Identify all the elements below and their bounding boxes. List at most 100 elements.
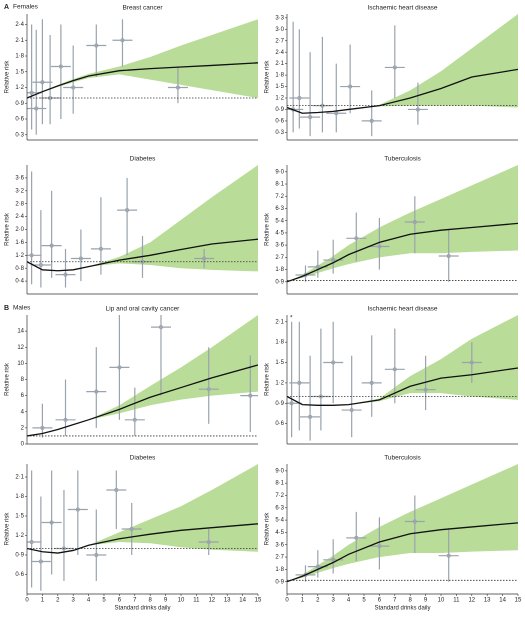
x-tick-label: 6 (378, 598, 382, 604)
uncertainty-band (287, 165, 518, 282)
point (392, 367, 397, 372)
y-axis-label: Relative risk (5, 362, 11, 396)
point (40, 80, 45, 85)
y-tick-label: 1·2 (15, 85, 24, 91)
y-tick-label: 1·2 (15, 533, 24, 539)
point (40, 425, 45, 430)
x-tick-label: 4 (87, 598, 91, 604)
y-tick-label: 1·2 (275, 96, 284, 102)
point (354, 535, 359, 540)
y-tick-label: 4·5 (275, 530, 284, 536)
y-tick-label: 9·0 (275, 169, 284, 175)
x-tick-label: 0 (285, 598, 289, 604)
y-tick-label: 1·8 (275, 73, 284, 79)
point (71, 85, 76, 90)
point (446, 253, 451, 259)
y-tick-label: 1·8 (15, 494, 24, 500)
plot (287, 464, 518, 583)
y-tick-label: 0·9 (15, 101, 24, 107)
point (354, 236, 359, 241)
panel-title: Lip and oral cavity cancer (106, 306, 181, 313)
point (469, 360, 474, 365)
y-tick-label: 0·3 (275, 130, 284, 136)
y-tick-label: 2·8 (15, 201, 24, 207)
y-tick-label: 0 (21, 442, 25, 448)
y-tick-label: 2·7 (275, 555, 284, 561)
dose-response-line (287, 522, 518, 583)
x-tick-label: 10 (438, 598, 445, 604)
dose-response-line (27, 364, 258, 437)
dose-response-line (287, 222, 518, 283)
point (415, 107, 420, 112)
x-tick-label: 6 (118, 598, 122, 604)
plot (27, 165, 258, 288)
point (132, 417, 137, 422)
y-tick-label: 5·4 (275, 518, 284, 524)
y-tick-label: 1·5 (15, 514, 24, 520)
uncertainty-band (27, 464, 258, 554)
point (334, 111, 339, 116)
point (348, 84, 353, 89)
y-tick-label: 0·9 (275, 401, 284, 407)
y-tick-label: 7·2 (275, 194, 284, 200)
x-axis-label: Standard drinks daily (374, 606, 430, 612)
uncertainty-band (27, 165, 258, 272)
y-tick-label: 0·3 (15, 132, 24, 138)
y-tick-label: 7·2 (275, 493, 284, 499)
y-tick-label: 0·9 (15, 553, 24, 559)
y-tick-label: 3·0 (275, 27, 284, 33)
y-tick-label: 1·5 (275, 84, 284, 90)
point (58, 64, 63, 69)
point (117, 365, 122, 370)
y-tick-label: 8·1 (275, 481, 284, 487)
x-tick-label: 1 (41, 598, 45, 604)
point (38, 262, 43, 268)
point (331, 557, 336, 562)
point (114, 487, 119, 493)
group-label: Males (13, 305, 31, 312)
plot (27, 19, 258, 135)
x-tick-label: 3 (332, 598, 336, 604)
x-tick-label: 7 (393, 598, 397, 604)
y-tick-label: 2·7 (275, 38, 284, 44)
y-tick-label: 2·7 (275, 255, 284, 261)
point (369, 380, 374, 385)
x-tick-label: 1 (301, 598, 305, 604)
y-axis-label: Relative risk (265, 212, 271, 246)
point (308, 114, 313, 120)
point (175, 85, 181, 90)
point (63, 272, 68, 277)
x-tick-label: 2 (56, 598, 60, 604)
y-tick-label: 1·8 (275, 567, 284, 573)
plot (287, 315, 518, 441)
x-tick-label: 5 (362, 598, 366, 604)
x-tick-label: 8 (149, 598, 153, 604)
point (29, 90, 34, 95)
group-label: Females (13, 4, 39, 11)
y-tick-label: 0·6 (275, 118, 284, 124)
point (331, 360, 336, 365)
group-letter: B (4, 305, 9, 312)
dose-response-line (287, 68, 518, 114)
plot (27, 315, 258, 438)
dose-response-line (27, 62, 258, 99)
y-tick-label: 2·1 (15, 475, 24, 481)
point (318, 394, 323, 399)
uncertainty-band (287, 464, 518, 582)
point (206, 539, 211, 545)
panel-title: Ischaemic heart disease (367, 5, 437, 12)
y-tick-label: 8·1 (275, 182, 284, 188)
point (75, 507, 80, 512)
point (315, 264, 320, 269)
x-tick-label: 14 (239, 598, 246, 604)
y-tick-label: 0·9 (275, 579, 284, 585)
y-tick-label: 0·8 (15, 266, 24, 272)
y-tick-label: 0·9 (275, 107, 284, 113)
y-axis-label: Relative risk (265, 60, 271, 94)
point (120, 38, 125, 43)
x-tick-label: 9 (424, 598, 428, 604)
plot (287, 14, 518, 137)
panel-title: Tuberculosis (384, 455, 421, 462)
y-tick-label: 5·4 (275, 218, 284, 224)
